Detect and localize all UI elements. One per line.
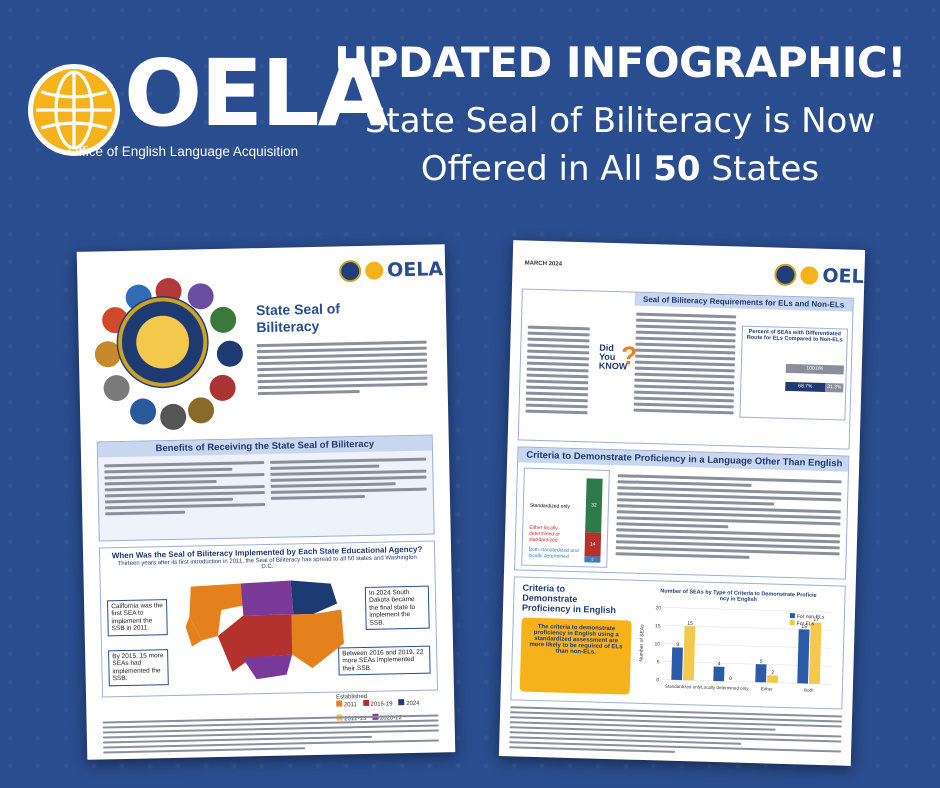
did-you-know-text	[525, 325, 590, 418]
infographic-page-2: MARCH 2024 OELA Seal of Biliteracy Requi…	[498, 240, 866, 766]
requirements-text	[633, 312, 737, 418]
stack-label-1: Standardized only	[529, 502, 570, 510]
benefits-panel: Benefits of Receiving the State Seal of …	[96, 434, 435, 542]
bar-non-el	[797, 629, 810, 684]
globe-icon	[28, 64, 120, 156]
bar-el	[767, 675, 778, 683]
implementation-map-panel: When Was the Seal of Biliteracy Implemen…	[98, 540, 438, 698]
callout-california: California was the first SEA to implemen…	[107, 599, 168, 637]
stack-seg-both: 3	[584, 556, 601, 563]
page2-date: MARCH 2024	[524, 260, 563, 268]
x-tick-label: Both	[804, 687, 814, 692]
legend-label: For ELs	[797, 621, 815, 628]
bar-non-el	[671, 647, 683, 681]
x-tick-label: Either	[761, 686, 773, 691]
page1-title: State Seal of Biliteracy	[256, 300, 341, 335]
stack-seg-standardized: 32	[585, 478, 603, 533]
page1-logo: OELA	[338, 258, 444, 283]
callout-2016: Between 2016 and 2019, 22 more SEAs impl…	[338, 645, 431, 676]
page2-logo: OELA	[774, 263, 865, 288]
globe-icon	[800, 266, 819, 285]
page1-title-line1: State Seal of	[255, 300, 341, 319]
globe-icon	[364, 261, 384, 280]
callout-2024: In 2024 South Dakota became the final st…	[364, 585, 430, 631]
bar-value-label: 9	[676, 642, 679, 648]
callout-2015: By 2015, 15 more SEAs had implemented th…	[108, 649, 169, 687]
headline-line2-suffix: States	[700, 148, 820, 189]
stack-label-2: Either locally determined or standardize…	[528, 524, 561, 544]
headline-line2-prefix: Offered in All	[420, 148, 654, 189]
did-you-know: Did You KNOW ?	[599, 340, 638, 372]
bar-value-label: 17	[813, 617, 819, 623]
legend-item: 2011	[336, 700, 357, 708]
criteria-text	[615, 474, 842, 564]
infographic-page-1: OELA State Seal of Biliteracy Benefits o…	[76, 244, 456, 760]
legend-item: 2024	[398, 699, 420, 707]
oela-logo: OELA Office of English Language Acquisit…	[28, 48, 389, 172]
benefits-list-right	[270, 457, 427, 503]
benefits-heading: Benefits of Receiving the State Seal of …	[97, 435, 432, 458]
gridline	[664, 607, 833, 613]
percent-chart: Percent of SEAs with Differentiated Rout…	[739, 325, 848, 421]
criteria-stack-chart: Standardized only Either locally determi…	[521, 467, 610, 568]
bar-value-label: 0	[729, 676, 732, 682]
y-axis-label: Number of SEAs	[639, 624, 646, 662]
headline-title: UPDATED INFOGRAPHIC!	[334, 38, 906, 87]
requirements-panel: Seal of Biliteracy Requirements for ELs …	[517, 288, 854, 450]
criteria-panel: Criteria to Demonstrate Proficiency in a…	[514, 446, 850, 580]
bar-value-label: 2	[771, 670, 774, 676]
legend-item: 2016-19	[362, 699, 393, 708]
bar-el-differentiated: 68.7%	[785, 381, 826, 392]
english-callout: The criteria to demonstrate proficiency …	[519, 617, 632, 695]
english-criteria-panel: Criteria to Demonstrate Proficiency in E…	[510, 576, 846, 710]
bar-value-label: 5	[760, 659, 763, 665]
page1-brand: OELA	[386, 258, 444, 282]
y-tick-label: 15	[655, 623, 661, 629]
legend-swatch	[789, 620, 795, 626]
legend-label: For non-ELs	[797, 614, 825, 621]
benefits-list-left	[104, 461, 266, 518]
page2-footnotes	[509, 706, 843, 760]
percent-chart-title: Percent of SEAs with Differentiated Rout…	[746, 328, 843, 344]
bar-value-label: 15	[801, 624, 807, 630]
footnotes	[102, 714, 440, 756]
y-tick-label: 0	[656, 677, 659, 683]
bar-value-label: 4	[718, 661, 721, 667]
page1-title-line2: Biliteracy	[256, 317, 320, 335]
bar-el	[683, 626, 696, 681]
legend-swatch	[789, 613, 795, 619]
headline-number: 50	[653, 148, 701, 189]
bar-non-el	[713, 666, 725, 682]
intro-paragraph	[256, 340, 428, 399]
us-map	[185, 580, 344, 680]
bar-value-label: 15	[687, 621, 693, 627]
y-tick-label: 20	[655, 605, 661, 611]
ed-seal-icon	[774, 263, 797, 287]
x-tick-label: Standardized only	[665, 684, 702, 690]
x-tick-label: Locally determined only	[701, 685, 749, 691]
y-tick-label: 5	[657, 659, 660, 665]
headline: UPDATED INFOGRAPHIC! State Seal of Bilit…	[300, 38, 940, 194]
headline-line2: Offered in All 50 States	[300, 146, 940, 194]
y-tick-label: 10	[654, 641, 660, 647]
chart-title-cont: ncy in English	[720, 596, 758, 603]
english-heading: Criteria to Demonstrate Proficiency in E…	[521, 582, 617, 615]
chart-title: Number of SEAs by Type of Criteria to De…	[660, 588, 816, 598]
page2-brand: OELA	[822, 264, 866, 289]
logo-subtitle: Office of English Language Acquisition	[68, 144, 299, 159]
bar-non-el: 100.0%	[785, 363, 844, 375]
english-criteria-chart: Number of SEAs by Type of Criteria to De…	[639, 588, 833, 693]
bar-non-el	[755, 664, 767, 683]
bar-el-same: 31.3%	[825, 382, 844, 393]
ed-seal-icon	[338, 259, 362, 283]
logo-wordmark: OELA	[124, 40, 389, 147]
bar-el	[809, 622, 822, 684]
stack-label-3: Both standardized and locally determined	[528, 546, 579, 560]
requirements-heading: Seal of Biliteracy Requirements for ELs …	[634, 292, 853, 312]
headline-line1: State Seal of Biliteracy is Now	[364, 101, 876, 142]
stack-seg-either: 14	[584, 532, 602, 557]
